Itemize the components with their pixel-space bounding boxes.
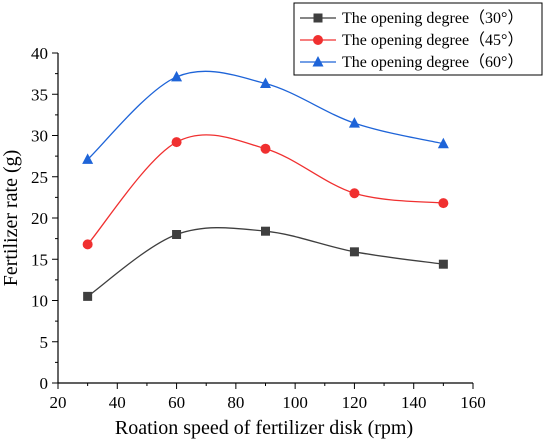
plot-area	[82, 70, 449, 301]
data-point	[172, 230, 182, 239]
data-point	[260, 143, 271, 154]
series-line	[87, 227, 444, 297]
y-tick-label: 5	[40, 333, 49, 352]
legend-label: The opening degree（60°）	[342, 53, 523, 71]
data-point	[83, 291, 93, 301]
legend-marker	[313, 13, 323, 23]
data-point	[438, 198, 449, 209]
data-point	[82, 153, 94, 164]
y-tick-label: 40	[31, 44, 48, 63]
legend: The opening degree（30°） The opening degre…	[293, 2, 543, 76]
data-point	[260, 77, 271, 89]
x-tick-label: 60	[168, 393, 185, 412]
legend-label: The opening degree（45°）	[342, 31, 523, 49]
data-point	[349, 188, 360, 199]
data-point	[438, 259, 448, 269]
y-tick-label: 25	[31, 168, 48, 187]
y-tick-label: 0	[40, 374, 49, 393]
x-tick-label: 120	[342, 393, 368, 412]
legend-label: The opening degree（30°）	[342, 9, 523, 27]
x-tick-label: 160	[460, 393, 486, 412]
y-tick-label: 10	[31, 292, 48, 311]
y-tick-label: 30	[31, 127, 48, 146]
data-point	[261, 226, 270, 236]
axes: 20 40 60 80 100 120 140 160 0 5 10 15 20 25 30 35 40	[31, 44, 486, 412]
data-point	[437, 137, 449, 149]
series-3	[82, 70, 449, 164]
data-point	[171, 70, 183, 82]
legend-box	[293, 2, 543, 76]
x-tick-label: 100	[282, 393, 308, 412]
legend-marker	[312, 56, 324, 67]
data-point	[348, 117, 360, 128]
series-1	[83, 226, 448, 301]
y-tick-label: 20	[31, 209, 48, 228]
x-axis-label: Roation speed of fertilizer disk (rpm)	[115, 417, 413, 439]
x-tick-label: 20	[50, 393, 67, 412]
y-tick-label: 15	[31, 250, 48, 269]
x-tick-label: 140	[401, 393, 427, 412]
data-point	[82, 239, 93, 250]
x-tick-label: 40	[109, 393, 126, 412]
series-2	[82, 134, 449, 250]
y-tick-label: 35	[31, 85, 48, 104]
data-point	[349, 247, 359, 257]
x-tick-label: 80	[227, 393, 244, 412]
y-axis-label: Fertilizer rate (g)	[0, 150, 22, 287]
data-point	[171, 137, 182, 148]
legend-marker	[313, 35, 323, 45]
